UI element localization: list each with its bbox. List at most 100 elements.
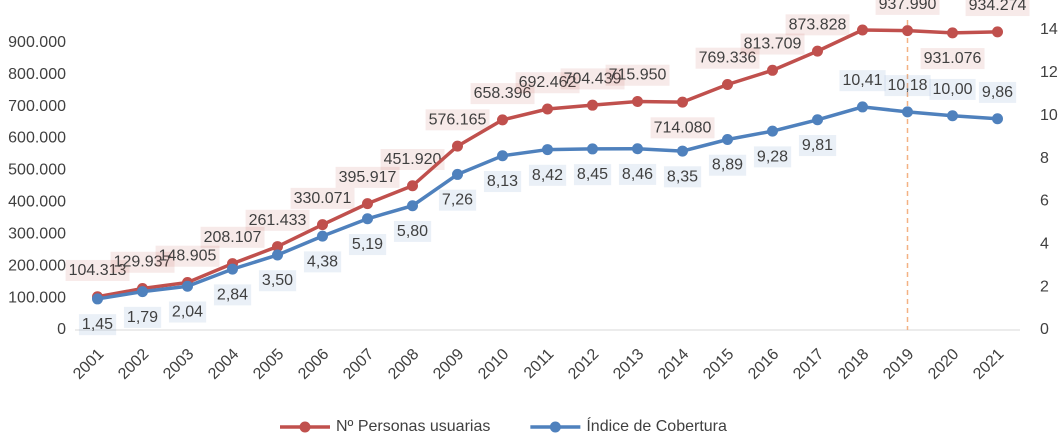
data-label: 931.076 — [924, 50, 982, 67]
data-point — [407, 180, 418, 192]
x-tick-label: 2012 — [565, 346, 602, 383]
data-label-bg — [348, 234, 387, 256]
data-label: 1,45 — [82, 316, 113, 333]
data-label-bg — [528, 164, 567, 186]
x-tick-label: 2003 — [160, 346, 197, 383]
data-point — [182, 280, 193, 292]
x-tick-label: 2017 — [790, 346, 827, 383]
data-point — [677, 96, 688, 108]
x-tick-label: 2015 — [700, 346, 737, 383]
data-point — [947, 27, 958, 39]
data-point — [137, 286, 148, 298]
data-label: 10,41 — [842, 72, 882, 89]
x-tick-label: 2001 — [70, 346, 107, 383]
data-label-bg — [663, 166, 702, 188]
data-label-bg — [78, 314, 117, 336]
data-label-bg — [740, 33, 805, 55]
data-point — [497, 150, 508, 162]
data-label: 769.336 — [699, 50, 757, 67]
data-label-bg — [965, 0, 1030, 17]
data-label-bg — [110, 251, 175, 273]
data-label-bg — [65, 259, 130, 281]
data-label-bg — [605, 64, 670, 86]
data-label-bg — [425, 109, 490, 131]
data-label: 451.920 — [384, 151, 442, 168]
data-label-bg — [618, 163, 657, 185]
data-point — [902, 25, 913, 37]
x-tick-label: 2020 — [925, 346, 962, 383]
data-label: 9,28 — [757, 148, 788, 165]
x-tick-label: 2016 — [745, 346, 782, 383]
data-label-bg — [875, 0, 940, 15]
data-point — [632, 96, 643, 108]
y-tick-label: 900.000 — [8, 34, 66, 51]
y-tick-label: 200.000 — [8, 257, 66, 274]
data-label-bg — [380, 148, 445, 171]
data-label-bg — [303, 251, 342, 273]
y-tick-label: 400.000 — [8, 194, 66, 211]
data-label: 1,79 — [127, 309, 158, 326]
data-label-bg — [560, 68, 625, 90]
data-point — [587, 99, 598, 111]
y2-tick-label: 12 — [1040, 64, 1058, 81]
data-label-bg — [335, 166, 400, 188]
y2-tick-label: 2 — [1040, 278, 1049, 295]
data-label-bg — [650, 117, 715, 139]
data-point — [92, 293, 103, 305]
y-tick-label: 800.000 — [8, 66, 66, 83]
data-point — [812, 114, 823, 126]
y-tick-label: 600.000 — [8, 130, 66, 147]
data-point — [542, 103, 553, 115]
data-point — [272, 241, 283, 253]
data-point — [767, 64, 778, 76]
data-point — [992, 26, 1003, 38]
x-tick-label: 2005 — [250, 346, 287, 383]
data-label-bg — [290, 187, 355, 209]
data-label-bg — [785, 14, 850, 36]
y2-tick-label: 10 — [1040, 107, 1058, 124]
y-tick-label: 100.000 — [8, 289, 66, 306]
data-label: 937.990 — [879, 0, 937, 13]
data-label: 7,26 — [442, 192, 473, 209]
data-point — [902, 106, 913, 118]
data-label: 330.071 — [294, 190, 352, 207]
data-point — [362, 213, 373, 225]
x-tick-label: 2004 — [205, 346, 242, 383]
data-label-bg — [155, 245, 220, 267]
data-label-bg — [884, 75, 931, 97]
data-point — [722, 134, 733, 145]
data-label-bg — [470, 83, 535, 105]
data-point — [677, 145, 688, 157]
data-label: 8,89 — [712, 157, 743, 174]
data-label: 5,80 — [397, 223, 428, 240]
data-point — [857, 101, 868, 113]
data-label: 8,45 — [577, 166, 608, 183]
data-label-bg — [483, 171, 522, 193]
data-point — [227, 263, 238, 275]
series-line — [97, 28, 998, 299]
y2-tick-label: 14 — [1040, 21, 1058, 38]
data-label: 714.080 — [654, 119, 712, 136]
data-label: 715.950 — [609, 67, 667, 84]
data-point — [497, 114, 508, 126]
data-label-bg — [573, 164, 612, 186]
data-label: 395.917 — [339, 169, 397, 186]
data-label-bg — [798, 135, 837, 157]
data-label: 2,84 — [217, 286, 248, 303]
data-label: 934.274 — [969, 0, 1027, 14]
data-label-bg — [245, 209, 310, 231]
data-label: 9,86 — [982, 84, 1013, 101]
data-point — [407, 200, 418, 212]
y-tick-label: 500.000 — [8, 162, 66, 179]
data-label: 10,18 — [887, 77, 927, 94]
x-tick-label: 2006 — [295, 346, 332, 383]
data-point — [272, 249, 283, 261]
x-tick-label: 2013 — [610, 346, 647, 383]
data-point — [317, 219, 328, 231]
data-label-bg — [200, 226, 265, 248]
y2-tick-label: 6 — [1040, 193, 1049, 210]
x-tick-label: 2019 — [880, 346, 917, 383]
data-label-bg — [708, 154, 747, 176]
